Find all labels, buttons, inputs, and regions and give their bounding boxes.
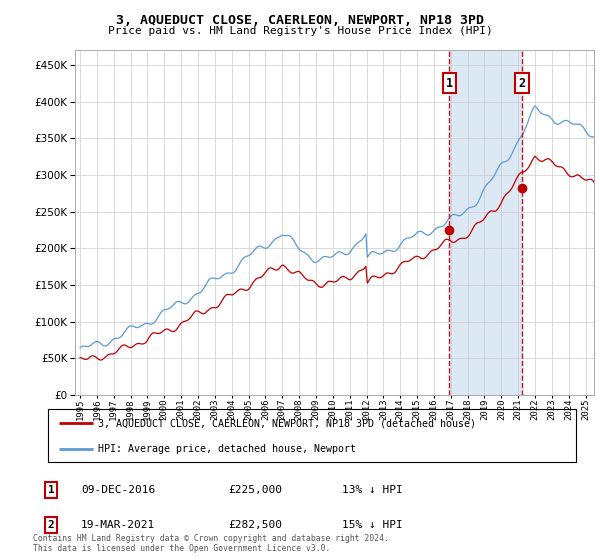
Text: 1: 1 (446, 77, 453, 90)
Text: 15% ↓ HPI: 15% ↓ HPI (342, 520, 403, 530)
Text: Price paid vs. HM Land Registry's House Price Index (HPI): Price paid vs. HM Land Registry's House … (107, 26, 493, 36)
Text: HPI: Average price, detached house, Newport: HPI: Average price, detached house, Newp… (98, 444, 356, 454)
Text: 2: 2 (47, 520, 55, 530)
Bar (449, 50, 522, 395)
Text: 2: 2 (518, 77, 525, 90)
Text: 09-DEC-2016: 09-DEC-2016 (81, 485, 155, 494)
Text: Contains HM Land Registry data © Crown copyright and database right 2024.
This d: Contains HM Land Registry data © Crown c… (33, 534, 389, 553)
Text: 13% ↓ HPI: 13% ↓ HPI (342, 485, 403, 494)
Text: £282,500: £282,500 (228, 520, 282, 530)
Text: 19-MAR-2021: 19-MAR-2021 (81, 520, 155, 530)
Text: £225,000: £225,000 (228, 485, 282, 494)
Text: 3, AQUEDUCT CLOSE, CAERLEON, NEWPORT, NP18 3PD (detached house): 3, AQUEDUCT CLOSE, CAERLEON, NEWPORT, NP… (98, 418, 476, 428)
Text: 1: 1 (47, 485, 55, 494)
Text: 3, AQUEDUCT CLOSE, CAERLEON, NEWPORT, NP18 3PD: 3, AQUEDUCT CLOSE, CAERLEON, NEWPORT, NP… (116, 14, 484, 27)
